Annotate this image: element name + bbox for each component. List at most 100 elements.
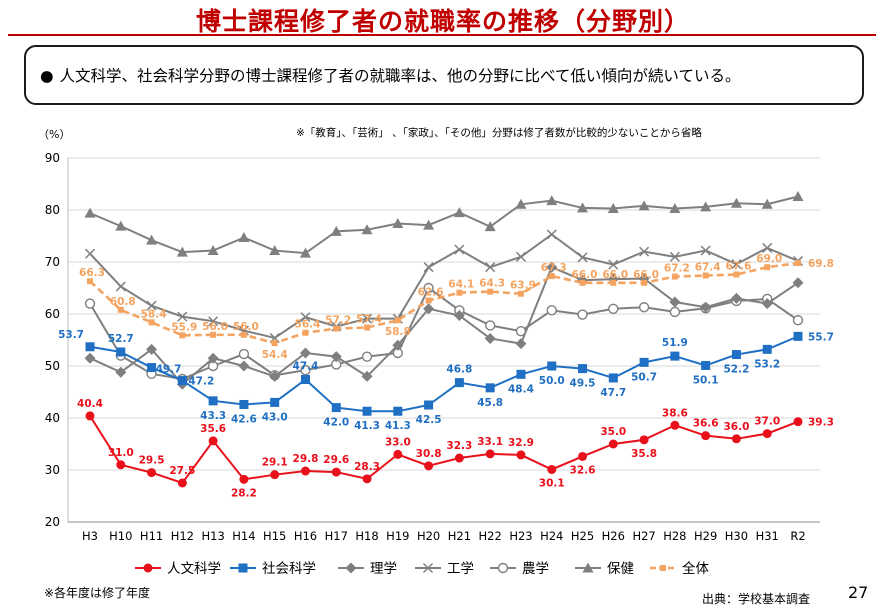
data-point [546, 229, 557, 240]
data-point [177, 311, 188, 322]
series-line [89, 265, 799, 386]
data-point [700, 301, 712, 313]
data-point [208, 396, 218, 406]
data-point [670, 351, 680, 361]
data-point [238, 563, 248, 573]
data-point [485, 449, 495, 459]
data-label: 32.9 [508, 437, 534, 449]
data-label: 45.8 [477, 397, 503, 409]
x-tick-label: H10 [109, 529, 132, 543]
data-label: 48.4 [508, 383, 534, 395]
data-point [610, 279, 617, 286]
x-tick-label: H18 [355, 529, 378, 543]
data-label: 53.7 [58, 329, 84, 341]
data-label: 56.0 [202, 321, 228, 333]
data-point [240, 331, 247, 338]
data-point [392, 218, 404, 229]
data-point [547, 464, 557, 474]
data-point [176, 246, 188, 257]
data-point [330, 225, 342, 236]
data-point [331, 467, 341, 477]
data-label: 54.4 [262, 349, 288, 361]
data-point [84, 207, 96, 218]
data-label: 27.5 [169, 465, 195, 477]
data-label: 69.0 [756, 253, 782, 265]
legend-label: 人文科学 [167, 561, 221, 577]
legend-item-工学: 工学 [415, 561, 474, 577]
x-tick-label: H16 [294, 529, 317, 543]
x-tick-label: H3 [82, 529, 98, 543]
data-point [660, 565, 666, 571]
data-label: 42.6 [231, 413, 257, 425]
data-label: 67.6 [725, 260, 751, 272]
x-tick-label: H25 [571, 529, 594, 543]
x-tick-label: H23 [509, 529, 532, 543]
x-tick-label: H29 [694, 529, 717, 543]
data-point [793, 331, 803, 341]
series-line [89, 195, 799, 255]
data-point [238, 232, 250, 243]
x-tick-label: H26 [602, 529, 625, 543]
summary-text: ● 人文科学、社会科学分野の博士課程修了者の就職率は、他の分野に比べて低い傾向が続… [40, 64, 740, 86]
series-全体 [87, 260, 801, 347]
data-point [179, 332, 186, 339]
data-point [269, 245, 281, 256]
series-保健 [84, 190, 804, 258]
data-label: 64.3 [479, 278, 505, 290]
legend-item-農学: 農学 [490, 561, 549, 577]
data-point [453, 310, 465, 322]
data-label: 32.6 [570, 464, 596, 476]
legend-label: 工学 [447, 561, 474, 577]
data-point [762, 242, 773, 253]
series-人文科学 [85, 411, 803, 488]
data-point [762, 344, 772, 354]
data-point [731, 350, 741, 360]
data-label: 32.3 [446, 440, 472, 452]
x-tick-label: H11 [140, 529, 163, 543]
data-label: 46.8 [446, 364, 472, 376]
data-point [582, 562, 594, 573]
data-labels: 40.4 31.0 29.5 27.5 35.6 28.2 29.1 29.8 29.6 28.3… [58, 253, 834, 499]
data-point [700, 245, 711, 256]
data-point [516, 450, 526, 460]
data-point [670, 420, 680, 430]
data-point [146, 300, 157, 311]
data-point [115, 220, 127, 231]
data-label: 29.1 [262, 457, 288, 469]
data-label: 30.1 [539, 477, 565, 489]
data-label: 66.0 [602, 269, 628, 281]
title-underline [8, 34, 876, 36]
data-label: 47.4 [293, 361, 319, 373]
data-point [485, 262, 496, 273]
legend-item-保健: 保健 [575, 561, 634, 577]
data-point [393, 406, 403, 416]
data-point [238, 360, 250, 372]
data-point [300, 312, 311, 323]
data-point [701, 431, 711, 441]
series-社会科学 [85, 331, 803, 416]
employment-rate-line-chart: 20 30 40 50 60 70 80 90 H3 H10 H11 H12 H13 H14 H15 H16 H… [38, 126, 834, 577]
y-tick-label: 20 [45, 515, 60, 529]
data-point [608, 373, 618, 383]
data-point [548, 273, 555, 280]
data-point [146, 234, 158, 245]
data-label: 57.2 [325, 315, 351, 327]
data-label: 37.0 [754, 416, 780, 428]
data-label: 36.6 [693, 418, 719, 430]
data-point [345, 562, 357, 574]
data-label: 35.8 [631, 448, 657, 460]
data-label: 53.2 [754, 358, 780, 370]
source-citation: 出典：学校基本調査 [702, 592, 811, 606]
x-tick-label: H12 [171, 529, 194, 543]
data-label: 47.7 [600, 387, 626, 399]
bullet-icon: ● [40, 67, 54, 85]
data-label: 52.7 [108, 333, 134, 345]
data-point [362, 313, 373, 324]
data-point [302, 329, 309, 336]
y-tick-label: 50 [45, 359, 60, 373]
data-point [701, 360, 711, 370]
data-label: 28.3 [354, 461, 380, 473]
data-point [671, 273, 678, 280]
data-point [115, 366, 127, 378]
x-tick-label: H20 [417, 529, 440, 543]
